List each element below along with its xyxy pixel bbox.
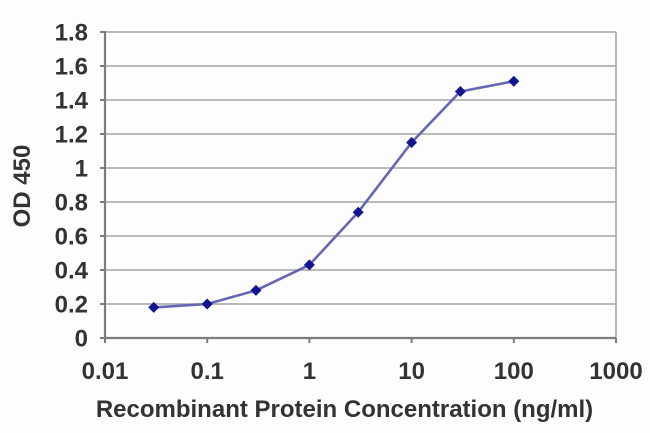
y-tick-label: 0.8	[55, 190, 88, 217]
series-line	[152, 80, 516, 309]
x-tick-label: 1	[303, 358, 316, 385]
data-point-marker	[148, 301, 160, 313]
y-tick-label: 1.6	[55, 54, 88, 81]
data-point-marker	[508, 75, 520, 87]
x-tick-label: 100	[494, 358, 534, 385]
x-tick-label: 0.01	[82, 358, 129, 385]
y-tick-label: 0.4	[55, 258, 89, 285]
y-axis-title: OD 450	[9, 145, 36, 228]
data-point-marker	[406, 137, 418, 148]
data-point-marker	[303, 259, 315, 271]
y-tick-label: 0.2	[55, 292, 88, 319]
x-tick-label: 1000	[589, 358, 642, 385]
x-tick-label: 0.1	[191, 358, 224, 385]
y-tick-label: 1.8	[55, 20, 88, 47]
y-tick-label: 0.6	[55, 224, 88, 251]
y-tick-label: 1.4	[55, 88, 89, 115]
y-tick-label: 1	[75, 156, 88, 183]
y-tick-label: 0	[75, 326, 88, 353]
data-point-marker	[250, 284, 262, 296]
data-point-marker	[201, 298, 213, 310]
y-tick-label: 1.2	[55, 122, 88, 149]
data-point-marker	[352, 206, 364, 218]
x-axis-title: Recombinant Protein Concentration (ng/ml…	[96, 396, 593, 423]
data-point-marker	[454, 86, 466, 97]
x-tick-label: 10	[398, 358, 425, 385]
